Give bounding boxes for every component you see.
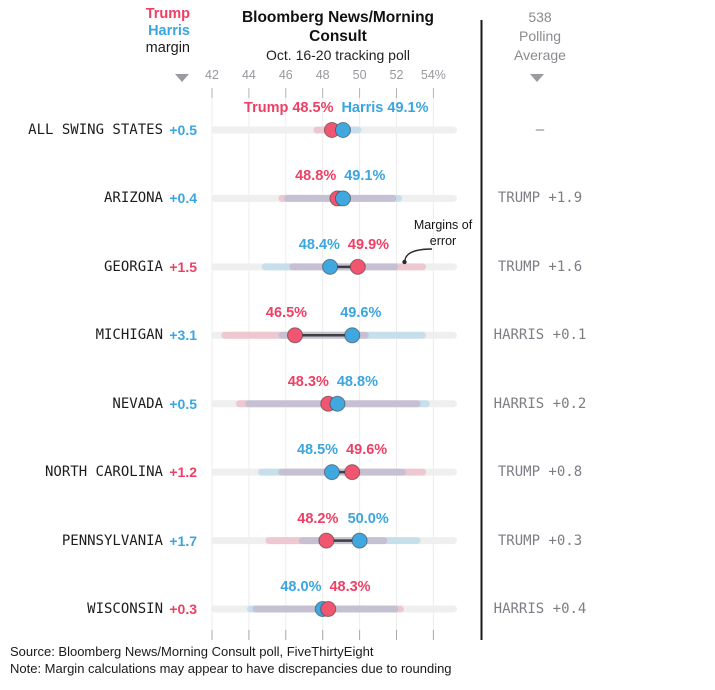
source-line: Source: Bloomberg News/Morning Consult p…	[10, 644, 374, 659]
header-average: Average	[514, 47, 566, 63]
dot-trump	[318, 532, 335, 549]
annotation-arrow-point	[402, 259, 407, 265]
header-polling: Polling	[518, 28, 562, 44]
dot-harris	[344, 327, 361, 344]
chart-subtitle: Oct. 16-20 tracking poll	[266, 47, 410, 63]
dot-trump	[320, 601, 337, 618]
sort-average-arrow-icon[interactable]	[530, 74, 544, 82]
dot-harris	[334, 122, 351, 138]
footer: Source: Bloomberg News/Morning Consult p…	[10, 643, 452, 677]
annotation-arrow	[404, 248, 433, 261]
title-block: Bloomberg News/Morning Consult Oct. 16-2…	[212, 8, 464, 65]
legend-trump-label: Trump	[145, 6, 190, 22]
dot-harris	[351, 532, 368, 549]
dot-harris	[322, 258, 339, 275]
chart-title: Bloomberg News/Morning Consult	[241, 9, 435, 45]
legend-margin-label: margin	[145, 40, 190, 56]
dot-trump	[344, 464, 361, 481]
margins-of-error-annotation: Margins of error	[413, 218, 473, 248]
dot-harris	[334, 190, 351, 207]
dot-harris	[323, 464, 340, 481]
note-line: Note: Margin calculations may appear to …	[10, 661, 452, 676]
legend-harris-label: Harris	[148, 23, 190, 39]
legend-block: Trump Harris margin	[146, 6, 190, 57]
polling-average-header: 538 Polling Average	[482, 8, 598, 65]
dot-trump	[287, 327, 304, 344]
dot-trump	[349, 258, 366, 275]
sort-margin-arrow-icon[interactable]	[175, 74, 189, 82]
header-538: 538	[528, 9, 552, 25]
dot-harris	[329, 395, 346, 412]
